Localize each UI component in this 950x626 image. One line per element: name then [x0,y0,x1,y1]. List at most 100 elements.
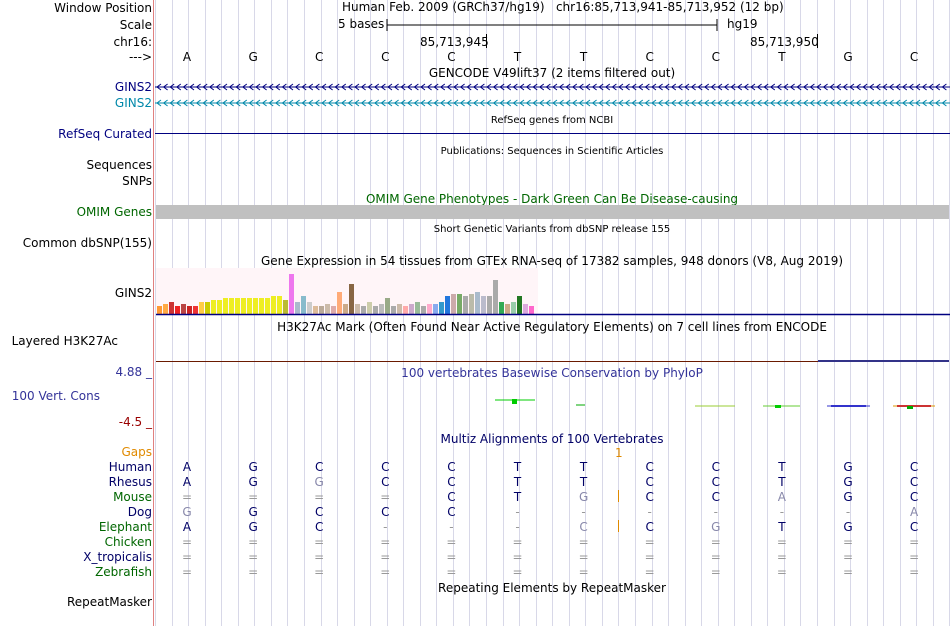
dbsnp-track-label[interactable]: Common dbSNP(155) [22,236,152,250]
gtex-tissue-bar[interactable] [451,294,456,314]
gtex-tissue-bar[interactable] [403,306,408,314]
species-label-elephant[interactable]: Elephant [98,520,152,534]
gtex-tissue-bar[interactable] [259,298,264,314]
omim-gene-bar[interactable] [156,205,949,219]
gtex-tissue-bar[interactable] [421,306,426,314]
gtex-tissue-bar[interactable] [181,304,186,314]
gtex-tissue-bar[interactable] [415,302,420,314]
gtex-tissue-bar[interactable] [493,280,498,314]
gtex-tissue-bar[interactable] [433,304,438,314]
h3k27ac-signal-line-2[interactable] [818,360,949,362]
alignment-base: C [909,475,919,489]
gtex-tissue-bar[interactable] [193,306,198,314]
gencode-gene-label-2[interactable]: GINS2 [114,96,152,110]
gtex-tissue-bar[interactable] [325,304,330,314]
gtex-tissue-bar[interactable] [469,294,474,314]
species-label-human[interactable]: Human [108,460,152,474]
gtex-tissue-bar[interactable] [385,298,390,314]
gtex-tissue-bar[interactable] [439,302,444,314]
gtex-tissue-bar[interactable] [349,284,354,314]
gtex-tissue-bar[interactable] [499,302,504,314]
gtex-tissue-bar[interactable] [217,300,222,314]
gtex-tissue-bar[interactable] [487,296,492,314]
species-label-rhesus[interactable]: Rhesus [108,475,152,489]
gtex-tissue-bar[interactable] [199,302,204,314]
gtex-tissue-bar[interactable] [169,302,174,314]
gtex-tissue-bar[interactable] [367,302,372,314]
alignment-base: = [248,535,259,549]
gtex-tissue-bar[interactable] [397,304,402,314]
chrom-label[interactable]: chr16: [113,35,152,49]
alignment-base: = [446,535,457,549]
scale-label[interactable]: Scale [119,18,152,32]
gtex-tissue-bar[interactable] [223,298,228,314]
species-label-chicken[interactable]: Chicken [104,535,152,549]
gtex-tissue-bar[interactable] [277,296,282,314]
gencode-gene-label-1[interactable]: GINS2 [114,80,152,94]
gtex-tissue-bar[interactable] [301,296,306,314]
gtex-tissue-bar[interactable] [295,302,300,314]
gtex-tissue-bar[interactable] [529,306,534,314]
omim-track-label[interactable]: OMIM Genes [76,205,152,219]
refseq-gene-line[interactable] [155,133,950,134]
h3k27ac-track-label[interactable]: Layered H3K27Ac [11,334,118,348]
gtex-tissue-bar[interactable] [163,304,168,314]
gtex-tissue-bar[interactable] [319,306,324,314]
species-label-mouse[interactable]: Mouse [113,490,152,504]
conservation-track-label[interactable]: 100 Vert. Cons [11,389,100,403]
gtex-tissue-bar[interactable] [523,304,528,314]
gencode-gene-models[interactable] [155,81,950,109]
gtex-tissue-bar[interactable] [463,296,468,314]
gtex-tissue-bar[interactable] [247,298,252,314]
gtex-tissue-bar[interactable] [379,304,384,314]
gtex-tissue-bar[interactable] [361,306,366,314]
gtex-tissue-bar[interactable] [205,302,210,314]
strand-arrow-label[interactable]: ---> [128,50,152,64]
gtex-tissue-bar[interactable] [175,306,180,314]
species-label-dog[interactable]: Dog [127,505,152,519]
gtex-tissue-bar[interactable] [313,306,318,314]
snps-track-label[interactable]: SNPs [122,174,152,188]
publications-track-label[interactable]: Sequences [86,158,152,172]
gtex-tissue-bar[interactable] [457,294,462,314]
gtex-tissue-bar[interactable] [337,292,342,314]
gtex-tissue-bar[interactable] [481,296,486,314]
gtex-track-label[interactable]: GINS2 [114,286,152,300]
gtex-tissue-bar[interactable] [445,296,450,314]
gtex-tissue-bar[interactable] [355,304,360,314]
gtex-tissue-bar[interactable] [517,296,522,314]
gtex-tissue-bar[interactable] [241,298,246,314]
gtex-expression-chart[interactable] [156,268,950,316]
gtex-tissue-bar[interactable] [283,300,288,314]
gtex-tissue-bar[interactable] [505,304,510,314]
gtex-tissue-bar[interactable] [511,302,516,314]
gtex-tissue-bar[interactable] [265,298,270,314]
species-label-x_tropicalis[interactable]: X_tropicalis [83,550,152,564]
alignment-base: G [248,505,258,519]
gtex-tissue-bar[interactable] [271,296,276,314]
gtex-tissue-bar[interactable] [343,304,348,314]
gtex-tissue-bar[interactable] [427,304,432,314]
repeatmasker-track-label[interactable]: RepeatMasker [66,595,152,609]
gtex-tissue-bar[interactable] [475,292,480,314]
gtex-tissue-bar[interactable] [391,306,396,314]
refseq-track-label[interactable]: RefSeq Curated [58,127,152,141]
gtex-tissue-bar[interactable] [373,306,378,314]
gtex-tissue-bar[interactable] [157,306,162,314]
alignment-base: G [843,475,853,489]
gtex-tissue-bar[interactable] [187,306,192,314]
multiz-gaps-label[interactable]: Gaps [121,445,152,459]
species-label-zebrafish[interactable]: Zebrafish [95,565,152,579]
gtex-tissue-bar[interactable] [235,298,240,314]
gtex-tissue-bar[interactable] [307,302,312,314]
alignment-base: C [579,520,588,534]
window-position-label[interactable]: Window Position [54,1,152,15]
gtex-tissue-bar[interactable] [211,300,216,314]
h3k27ac-signal-line[interactable] [156,361,818,362]
gtex-tissue-bar[interactable] [253,298,258,314]
gtex-tissue-bar[interactable] [409,304,414,314]
gtex-tissue-bar[interactable] [289,274,294,314]
gtex-tissue-bar[interactable] [331,306,336,314]
gtex-tissue-bar[interactable] [229,298,234,314]
conservation-plot[interactable] [155,392,950,412]
